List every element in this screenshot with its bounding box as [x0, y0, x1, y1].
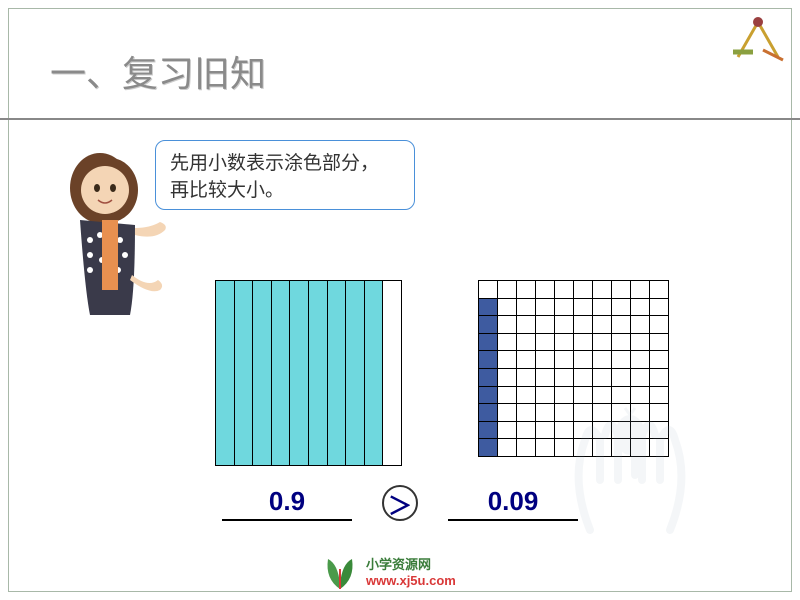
hundredths-cell — [630, 280, 650, 299]
tenths-column — [252, 280, 272, 466]
hundredths-cell — [630, 333, 650, 352]
hundredths-cell — [478, 315, 498, 334]
tenths-column — [234, 280, 254, 466]
tenths-column — [215, 280, 235, 466]
hundredths-cell — [573, 315, 593, 334]
hundredths-cell — [478, 350, 498, 369]
hundredths-cell — [478, 333, 498, 352]
hundredths-cell — [478, 403, 498, 422]
hundredths-cell — [516, 350, 536, 369]
speech-line-2: 再比较大小。 — [170, 178, 400, 205]
hundredths-cell — [649, 298, 669, 317]
speech-line-1: 先用小数表示涂色部分， — [170, 151, 400, 178]
title-underline — [0, 118, 800, 120]
footer-site-name: 小学资源网 — [366, 557, 456, 573]
tenths-column — [308, 280, 328, 466]
hundredths-cell — [592, 315, 612, 334]
hundredths-cell — [554, 350, 574, 369]
tenths-column — [364, 280, 384, 466]
hundredths-cell — [497, 386, 517, 405]
hundredths-cell — [649, 280, 669, 299]
hundredths-cell — [592, 350, 612, 369]
hundredths-cell — [592, 333, 612, 352]
hundredths-cell — [649, 315, 669, 334]
hundredths-cell — [516, 333, 536, 352]
tenths-column — [382, 280, 402, 466]
hundredths-cell — [554, 280, 574, 299]
hundredths-cell — [554, 298, 574, 317]
hundredths-cell — [497, 421, 517, 440]
tenths-grid — [215, 280, 402, 466]
hundredths-cell — [554, 315, 574, 334]
hundredths-cell — [497, 333, 517, 352]
hundredths-cell — [649, 350, 669, 369]
hundredths-cell — [573, 280, 593, 299]
hundredths-cell — [554, 333, 574, 352]
hundredths-cell — [573, 298, 593, 317]
hundredths-cell — [516, 298, 536, 317]
hundredths-cell — [630, 315, 650, 334]
hundredths-cell — [592, 280, 612, 299]
hundredths-cell — [611, 350, 631, 369]
hundredths-cell — [592, 298, 612, 317]
hundredths-cell — [535, 298, 555, 317]
hundredths-cell — [630, 350, 650, 369]
hundredths-cell — [497, 350, 517, 369]
hundredths-cell — [611, 315, 631, 334]
tenths-column — [327, 280, 347, 466]
hundredths-cell — [535, 350, 555, 369]
hundredths-cell — [497, 298, 517, 317]
tenths-column — [271, 280, 291, 466]
hundredths-cell — [573, 333, 593, 352]
speech-bubble: 先用小数表示涂色部分， 再比较大小。 — [155, 140, 415, 210]
corner-compass-icon — [728, 12, 788, 62]
hundredths-cell — [497, 368, 517, 387]
hundredths-cell — [611, 333, 631, 352]
left-answer: 0.9 — [222, 486, 352, 521]
hundredths-cell — [497, 438, 517, 457]
hundredths-cell — [478, 386, 498, 405]
hundredths-cell — [478, 298, 498, 317]
tenths-column — [289, 280, 309, 466]
hundredths-cell — [535, 280, 555, 299]
hundredths-cell — [611, 298, 631, 317]
hundredths-cell — [497, 280, 517, 299]
hundredths-cell — [630, 298, 650, 317]
comparison-operator: ＞ — [382, 485, 418, 521]
hundredths-cell — [478, 280, 498, 299]
hundredths-cell — [497, 403, 517, 422]
hundredths-cell — [535, 333, 555, 352]
hundredths-cell — [478, 368, 498, 387]
hundredths-cell — [649, 333, 669, 352]
hundredths-cell — [478, 438, 498, 457]
tenths-column — [345, 280, 365, 466]
hundredths-cell — [516, 315, 536, 334]
watermark-hands-icon — [530, 380, 730, 545]
hundredths-cell — [478, 421, 498, 440]
hundredths-cell — [611, 280, 631, 299]
hundredths-cell — [573, 350, 593, 369]
footer-site-url: www.xj5u.com — [366, 573, 456, 589]
footer-text: 小学资源网 www.xj5u.com — [366, 557, 456, 588]
hundredths-cell — [535, 315, 555, 334]
footer-logo: 小学资源网 www.xj5u.com — [320, 554, 456, 592]
hundredths-cell — [497, 315, 517, 334]
hundredths-cell — [516, 280, 536, 299]
leaf-logo-icon — [320, 554, 360, 592]
slide-title: 一、复习旧知 — [50, 45, 266, 97]
